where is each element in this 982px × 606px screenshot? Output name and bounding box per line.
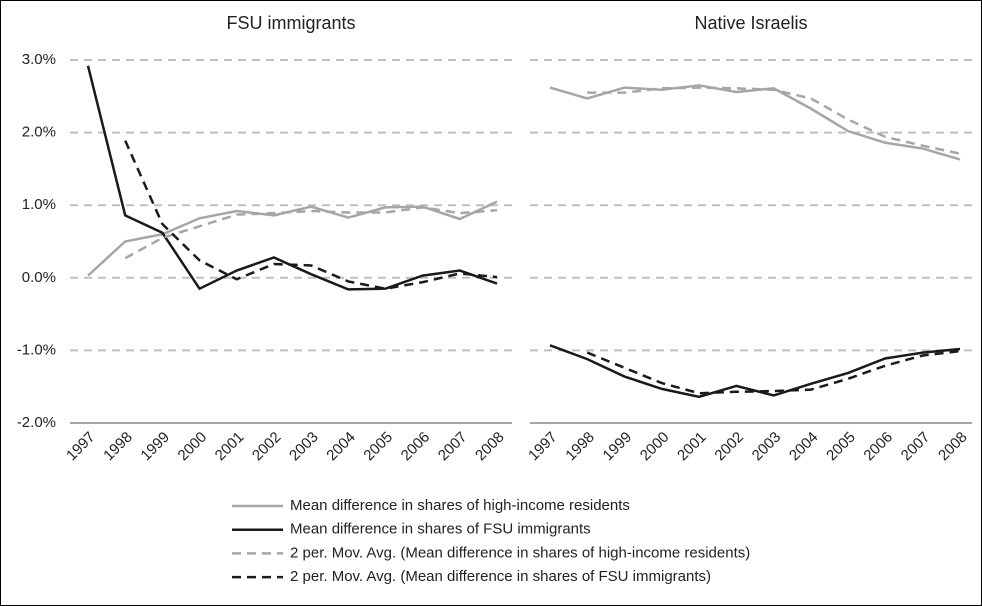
- y-tick-label: 1.0%: [22, 196, 56, 213]
- legend-label: 2 per. Mov. Avg. (Mean difference in sha…: [290, 568, 711, 585]
- legend-label: Mean difference in shares of high-income…: [290, 497, 630, 514]
- panel-title: Native Israelis: [694, 13, 807, 33]
- series-line: [124, 140, 498, 290]
- series-line: [549, 344, 961, 399]
- y-tick-label: -2.0%: [17, 414, 56, 431]
- series-line: [587, 86, 961, 155]
- y-tick-label: -1.0%: [17, 341, 56, 358]
- series-line: [586, 349, 961, 395]
- y-tick-label: 3.0%: [22, 51, 56, 68]
- y-tick-label: 2.0%: [22, 124, 56, 141]
- y-tick-label: 0.0%: [22, 269, 56, 286]
- panel-title: FSU immigrants: [226, 13, 355, 33]
- series-line: [124, 206, 498, 260]
- legend-label: 2 per. Mov. Avg. (Mean difference in sha…: [290, 544, 750, 561]
- series-line: [87, 200, 498, 277]
- legend-label: Mean difference in shares of FSU immigra…: [290, 521, 591, 538]
